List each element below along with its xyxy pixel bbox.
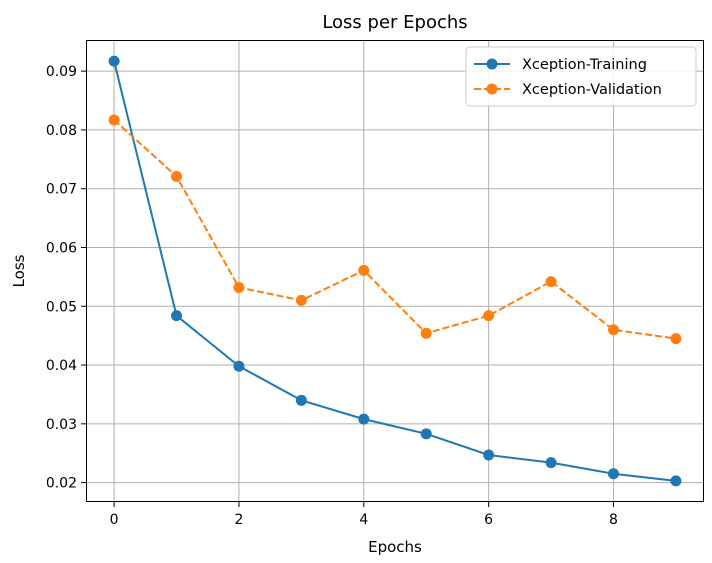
data-point [483,310,495,322]
series-layer [108,55,682,487]
x-tick-label: 2 [234,512,243,528]
x-tick-label: 4 [359,512,368,528]
series-validation [108,114,682,345]
y-tick-label: 0.04 [46,358,77,374]
axis-ticks: 0 2 4 6 8 0.02 0.03 0.04 0.05 0.06 0.07 0.08 0.09 [46,64,618,528]
data-point [420,327,432,339]
y-tick-label: 0.07 [46,182,77,198]
data-point [108,55,120,67]
data-point [171,310,183,322]
data-point [483,449,495,461]
data-point [233,360,245,372]
y-axis-title: Loss [10,254,28,287]
plot-frame [86,40,704,502]
y-tick-label: 0.09 [46,64,77,80]
data-point [295,394,307,406]
legend-label: Xception-Validation [522,82,662,98]
legend-box [465,46,697,107]
y-tick-label: 0.03 [46,417,77,433]
x-tick-label: 0 [110,512,119,528]
legend-label: Xception-Training [522,57,647,73]
series-line [113,60,677,482]
x-tick-label: 6 [484,512,493,528]
data-point [670,475,682,487]
data-point [358,413,370,425]
x-axis-title: Epochs [368,538,422,556]
legend-marker [486,83,498,95]
y-tick-label: 0.02 [46,476,77,492]
series-training [108,55,682,487]
legend-marker [486,58,498,70]
data-point [545,276,557,288]
data-point [607,468,619,480]
y-tick-label: 0.06 [46,240,77,256]
legend: Xception-Training Xception-Validation [465,46,697,107]
chart-title: Loss per Epochs [322,12,467,33]
y-tick-label: 0.05 [46,299,77,315]
x-tick-label: 8 [609,512,618,528]
data-point [358,264,370,276]
data-point [295,294,307,306]
data-point [607,324,619,336]
data-point [108,114,120,126]
data-point [171,170,183,182]
data-point [233,281,245,293]
data-point [420,428,432,440]
data-point [545,457,557,469]
data-point [670,333,682,345]
y-tick-label: 0.08 [46,123,77,139]
